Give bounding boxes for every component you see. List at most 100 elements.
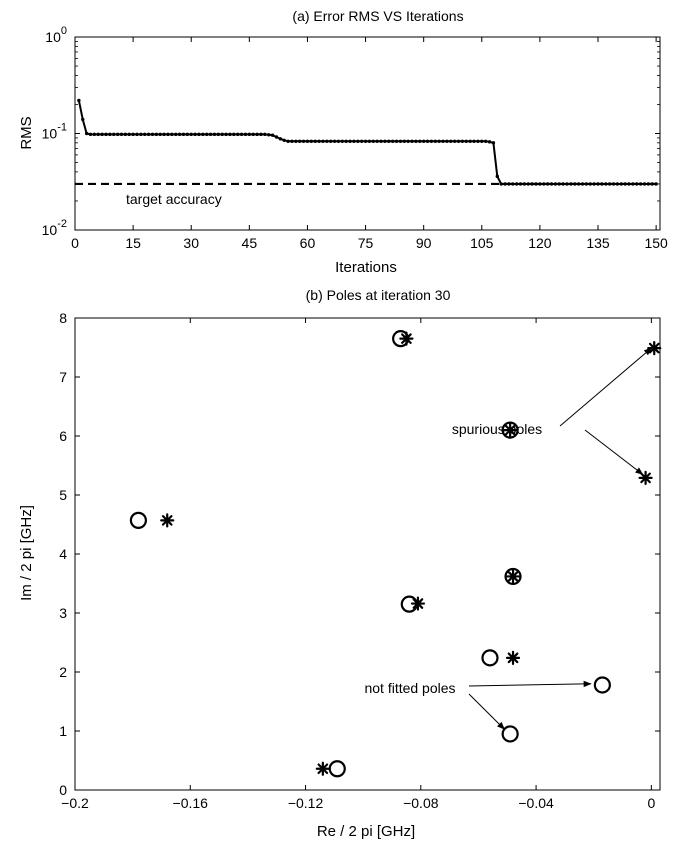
pole-asterisk-marker xyxy=(410,596,426,611)
poles-points xyxy=(129,330,662,778)
rms-point xyxy=(607,182,612,186)
rms-point xyxy=(146,132,151,137)
rms-point xyxy=(255,132,259,137)
rms-point xyxy=(569,182,573,186)
rms-point xyxy=(375,139,379,144)
rms-y-axis-label: RMS xyxy=(18,116,35,149)
rms-point xyxy=(623,182,627,186)
poles-x-tick-label: 0 xyxy=(647,795,655,811)
rms-point xyxy=(449,139,453,144)
rms-point xyxy=(542,182,546,186)
rms-point xyxy=(452,139,457,144)
rms-point xyxy=(224,132,228,137)
rms-point xyxy=(185,132,190,137)
rms-point xyxy=(619,182,623,186)
poles-y-tick-label: 8 xyxy=(59,310,67,326)
rms-point xyxy=(441,139,445,144)
rms-point xyxy=(394,139,399,144)
rms-x-tick-label: 105 xyxy=(470,235,494,251)
rms-point xyxy=(545,182,550,186)
rms-point xyxy=(425,139,430,144)
poles-panel: (b) Poles at iteration 30 −0.2 −0.16 −0.12… xyxy=(18,287,662,840)
pole-annotation-arrow xyxy=(468,693,505,730)
rms-point xyxy=(166,132,170,137)
rms-y-tick-label: 10-2 xyxy=(42,218,67,238)
rms-x-tick-label: 30 xyxy=(183,235,199,251)
rms-point xyxy=(150,132,155,137)
rms-point xyxy=(379,139,383,144)
pole-annotation-text: spurious poles xyxy=(452,421,542,437)
pole-asterisk-marker xyxy=(503,423,518,438)
poles-x-tick-label: −0.12 xyxy=(288,795,324,811)
rms-series xyxy=(77,98,658,186)
rms-point xyxy=(112,132,116,137)
rms-point xyxy=(588,182,592,186)
rms-point xyxy=(290,139,294,144)
rms-y-tick-label: 100 xyxy=(45,25,67,45)
rms-point xyxy=(313,139,317,144)
rms-point xyxy=(154,132,159,137)
rms-point xyxy=(654,182,658,186)
rms-point xyxy=(631,182,635,186)
rms-point xyxy=(557,182,561,186)
rms-point xyxy=(483,139,488,144)
rms-point xyxy=(472,139,476,144)
rms-point xyxy=(96,132,100,137)
rms-point xyxy=(627,182,631,186)
rms-panel: (a) Error RMS VS Iterations 0 15 30 45 60 75 9… xyxy=(18,8,668,276)
rms-point xyxy=(336,139,341,144)
rms-point xyxy=(100,132,104,137)
rms-point xyxy=(638,182,643,186)
rms-point xyxy=(499,182,503,186)
pole-asterisk-marker xyxy=(638,470,653,485)
rms-point xyxy=(615,182,620,186)
poles-x-tick-label: −0.04 xyxy=(518,795,554,811)
pole-circle-marker xyxy=(328,760,346,778)
poles-y-tick-label: 4 xyxy=(59,546,67,562)
rms-point xyxy=(263,132,267,137)
rms-point xyxy=(305,139,310,144)
pole-circle-marker xyxy=(593,676,611,694)
rms-point xyxy=(216,132,221,137)
pole-asterisk-marker xyxy=(315,761,330,776)
rms-x-tick-label: 120 xyxy=(528,235,552,251)
rms-point xyxy=(456,139,461,144)
rms-point xyxy=(123,132,128,137)
rms-point xyxy=(363,139,368,144)
poles-x-axis-label: Re / 2 pi [GHz] xyxy=(317,823,415,840)
rms-point xyxy=(274,135,279,139)
pole-annotation-text: not fitted poles xyxy=(364,680,455,696)
rms-point xyxy=(406,139,410,144)
rms-point xyxy=(421,139,426,144)
rms-point xyxy=(143,132,147,137)
rms-point xyxy=(565,182,569,186)
rms-x-axis-label: Iterations xyxy=(335,259,397,276)
rms-point xyxy=(325,139,329,144)
pole-circle-marker xyxy=(504,567,522,586)
rms-point xyxy=(476,139,480,144)
rms-x-tick-label: 75 xyxy=(358,235,374,251)
rms-point xyxy=(418,139,422,144)
poles-plot-frame xyxy=(74,317,661,791)
rms-point xyxy=(259,132,263,137)
rms-point xyxy=(495,174,499,179)
rms-point xyxy=(511,182,515,186)
poles-x-tick-label: −0.2 xyxy=(61,795,89,811)
rms-point xyxy=(270,133,275,137)
rms-x-tick-label: 0 xyxy=(71,235,79,251)
rms-point xyxy=(119,132,124,137)
rms-point xyxy=(553,182,558,186)
poles-y-tick-label: 1 xyxy=(59,723,67,739)
rms-point xyxy=(584,182,589,186)
rms-point xyxy=(208,132,213,137)
rms-point xyxy=(359,139,364,144)
rms-point xyxy=(282,138,286,143)
rms-point xyxy=(596,182,600,186)
rms-point xyxy=(468,139,472,144)
rms-point xyxy=(522,182,527,186)
rms-y-axis: 100 10-1 10-2 xyxy=(42,25,660,238)
pole-circle-marker xyxy=(501,421,519,439)
poles-y-tick-label: 0 xyxy=(59,782,67,798)
rms-point xyxy=(344,139,348,144)
